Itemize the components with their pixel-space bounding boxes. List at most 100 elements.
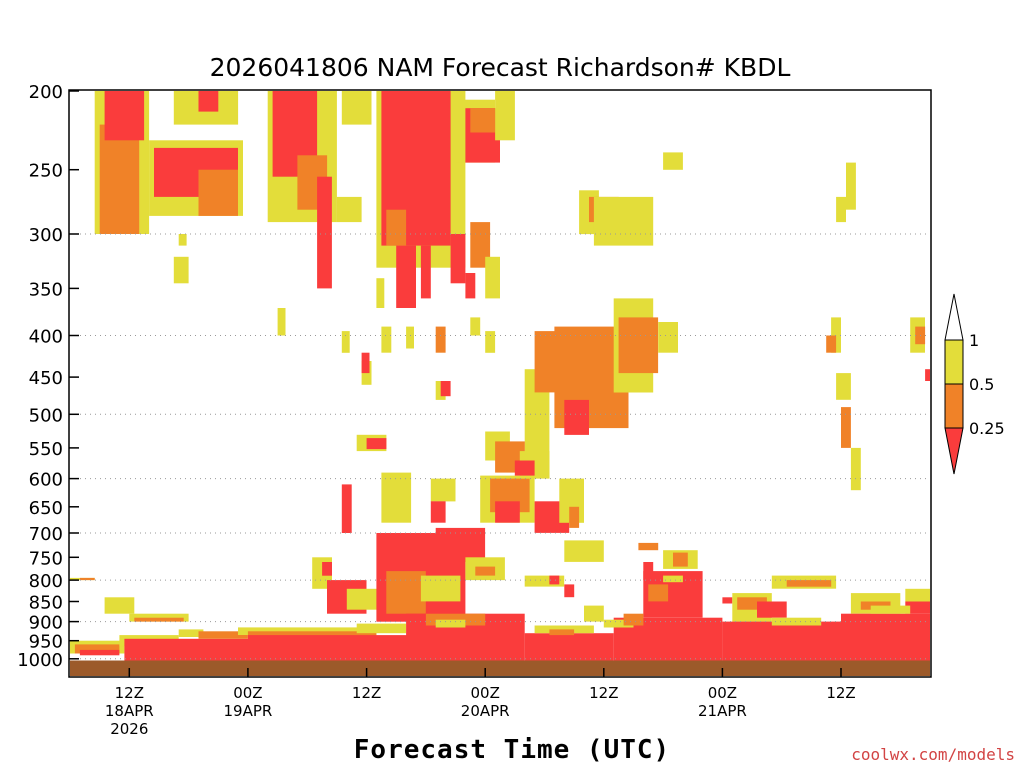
ri-cell-low bbox=[757, 601, 787, 618]
ri-cell-mid bbox=[425, 613, 486, 626]
legend-swatch bbox=[944, 339, 964, 385]
ri-cell-mid bbox=[435, 326, 446, 353]
y-tick-label: 600 bbox=[29, 470, 63, 491]
y-tick-label: 500 bbox=[29, 405, 63, 426]
y-axis: 200 250 300 350 400 450 500 550 600 650 700 7508008… bbox=[17, 82, 79, 671]
ri-cell-mid bbox=[198, 631, 248, 639]
ri-cell-low bbox=[396, 245, 416, 308]
plot-frame bbox=[68, 89, 932, 678]
ri-cell-high bbox=[495, 91, 515, 141]
ri-cell-high bbox=[341, 91, 372, 125]
y-tick-label: 700 bbox=[29, 524, 63, 545]
ri-cell-high bbox=[356, 623, 407, 634]
legend-level-label: 0.25 bbox=[969, 419, 1005, 438]
ri-cell-high bbox=[381, 326, 392, 353]
ri-cell-mid bbox=[99, 124, 140, 234]
x-tick-label: 18APR bbox=[105, 702, 154, 720]
ri-cell-low bbox=[564, 584, 575, 598]
ri-cell-high bbox=[663, 152, 683, 170]
chart-title: 2026041806 NAM Forecast Richardson# KBDL bbox=[210, 53, 791, 82]
ri-cell-high bbox=[564, 540, 604, 562]
ri-cell-high bbox=[905, 588, 930, 602]
ri-cell-high bbox=[430, 478, 456, 502]
ri-cell-low bbox=[841, 613, 930, 661]
ri-cell-mid bbox=[386, 209, 407, 246]
x-tick-label: 19APR bbox=[223, 702, 272, 720]
ri-cell-high bbox=[238, 627, 377, 635]
ri-cell-low bbox=[322, 562, 332, 576]
ri-cell-low bbox=[366, 438, 387, 450]
ri-cell-high bbox=[485, 256, 500, 299]
ri-cell-low bbox=[925, 369, 930, 381]
ri-cell-mid bbox=[74, 644, 120, 654]
x-tick-label: 00Z bbox=[471, 684, 500, 702]
ri-cell-mid bbox=[618, 317, 659, 374]
ri-cell-low bbox=[420, 245, 431, 299]
legend-under-triangle bbox=[944, 427, 964, 475]
ri-cell-high bbox=[534, 625, 594, 634]
ri-cell-low bbox=[198, 91, 219, 112]
ri-cell-low bbox=[317, 176, 332, 289]
x-tick-label: 00Z bbox=[708, 684, 737, 702]
ri-cell-mid bbox=[475, 566, 496, 576]
ri-cell-low bbox=[361, 352, 370, 374]
x-tick-label: 21APR bbox=[698, 702, 747, 720]
y-tick-label: 550 bbox=[29, 439, 63, 460]
ri-cell-low bbox=[104, 91, 145, 141]
credit-text: coolwx.com/models bbox=[851, 745, 1015, 764]
ri-cell-high bbox=[346, 588, 377, 610]
ri-cell-high bbox=[836, 373, 851, 400]
data-cells bbox=[70, 91, 930, 676]
ri-cell-high bbox=[420, 575, 461, 602]
ri-cell-mid bbox=[638, 542, 659, 551]
ri-cell-mid bbox=[648, 584, 669, 602]
ri-cell-high bbox=[584, 605, 604, 622]
ri-cell-low bbox=[450, 234, 466, 284]
y-tick-label: 450 bbox=[29, 368, 63, 389]
y-tick-label: 350 bbox=[29, 279, 63, 300]
ri-cell-low bbox=[341, 484, 352, 533]
y-tick-label: 900 bbox=[29, 613, 63, 634]
ri-cell-mid bbox=[470, 108, 495, 133]
ri-cell-low bbox=[465, 273, 476, 299]
ri-cell-high bbox=[277, 308, 286, 336]
ri-cell-high bbox=[435, 619, 466, 628]
ri-cell-low bbox=[430, 501, 446, 523]
ri-cell-mid bbox=[673, 552, 688, 567]
ri-cell-mid bbox=[134, 617, 184, 622]
ri-cell-mid bbox=[198, 169, 238, 216]
x-axis-title: Forecast Time (UTC) bbox=[354, 735, 670, 765]
x-tick-label: 2026 bbox=[110, 720, 148, 738]
ri-cell-low bbox=[564, 399, 589, 435]
y-tick-label: 300 bbox=[29, 225, 63, 246]
ri-cell-high bbox=[341, 331, 350, 353]
ri-cell-low bbox=[435, 527, 486, 562]
ri-cell-high bbox=[435, 381, 446, 400]
x-tick-label: 12Z bbox=[115, 684, 144, 702]
ri-cell-mid bbox=[549, 629, 575, 636]
ri-cell-low bbox=[124, 638, 248, 661]
ri-cell-low bbox=[524, 633, 614, 661]
y-tick-label: 200 bbox=[29, 82, 63, 103]
ri-cell-mid bbox=[247, 631, 377, 637]
ri-cell-mid bbox=[569, 506, 580, 528]
gridlines bbox=[70, 233, 930, 660]
ri-cell-low bbox=[514, 460, 535, 476]
ri-cell-mid bbox=[386, 571, 426, 614]
ri-cell-high bbox=[658, 322, 678, 353]
ri-cell-mid bbox=[841, 407, 851, 448]
x-tick-label: 12Z bbox=[352, 684, 381, 702]
ri-cell-high bbox=[470, 317, 481, 336]
x-tick-label: 12Z bbox=[826, 684, 855, 702]
ri-cell-high bbox=[836, 196, 846, 223]
ri-cell-high bbox=[850, 447, 861, 491]
colorbar-legend: 1 0.5 0.25 bbox=[944, 293, 1005, 475]
ground-band bbox=[70, 660, 930, 676]
y-tick-label: 1000 bbox=[17, 650, 63, 671]
ri-cell-high bbox=[178, 629, 204, 637]
x-tick-label: 00Z bbox=[233, 684, 262, 702]
y-tick-label: 950 bbox=[29, 632, 63, 653]
ri-cell-high bbox=[129, 613, 189, 622]
